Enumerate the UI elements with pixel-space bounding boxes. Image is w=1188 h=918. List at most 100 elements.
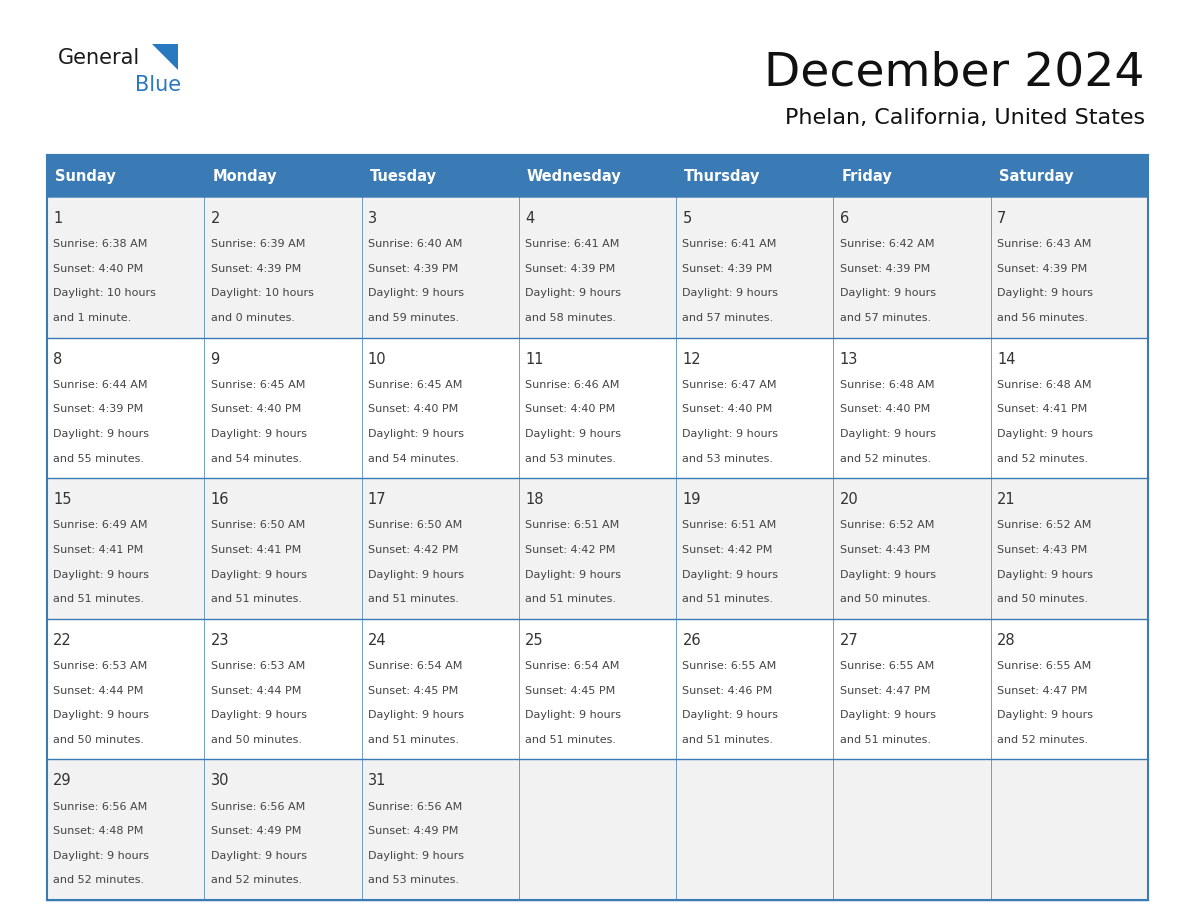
Text: 25: 25 — [525, 633, 544, 648]
Text: Daylight: 9 hours: Daylight: 9 hours — [525, 288, 621, 298]
Bar — [676, 619, 834, 759]
Bar — [361, 155, 519, 197]
Text: Sunrise: 6:45 AM: Sunrise: 6:45 AM — [210, 380, 305, 390]
Text: and 51 minutes.: and 51 minutes. — [368, 734, 459, 744]
Bar — [48, 478, 204, 619]
Text: Sunset: 4:44 PM: Sunset: 4:44 PM — [53, 686, 144, 696]
Bar — [519, 197, 676, 338]
Text: Sunset: 4:39 PM: Sunset: 4:39 PM — [53, 405, 144, 414]
Text: Sunday: Sunday — [55, 169, 115, 184]
Text: General: General — [58, 48, 140, 68]
Text: Sunset: 4:46 PM: Sunset: 4:46 PM — [682, 686, 772, 696]
Text: 7: 7 — [997, 211, 1006, 226]
Text: Sunrise: 6:50 AM: Sunrise: 6:50 AM — [210, 521, 305, 531]
Bar — [48, 197, 204, 338]
Text: and 51 minutes.: and 51 minutes. — [682, 594, 773, 604]
Text: 26: 26 — [682, 633, 701, 648]
Text: Daylight: 9 hours: Daylight: 9 hours — [210, 851, 307, 861]
Text: and 50 minutes.: and 50 minutes. — [840, 594, 930, 604]
Bar — [519, 478, 676, 619]
Text: Sunset: 4:49 PM: Sunset: 4:49 PM — [210, 826, 301, 836]
Text: Sunset: 4:42 PM: Sunset: 4:42 PM — [368, 545, 459, 555]
Text: Sunrise: 6:45 AM: Sunrise: 6:45 AM — [368, 380, 462, 390]
Text: Sunrise: 6:51 AM: Sunrise: 6:51 AM — [682, 521, 777, 531]
Text: Sunrise: 6:56 AM: Sunrise: 6:56 AM — [368, 801, 462, 812]
Text: 29: 29 — [53, 774, 72, 789]
Bar — [676, 155, 834, 197]
Text: 6: 6 — [840, 211, 849, 226]
Bar — [676, 759, 834, 900]
Text: Daylight: 9 hours: Daylight: 9 hours — [840, 429, 936, 439]
Text: Sunset: 4:40 PM: Sunset: 4:40 PM — [210, 405, 301, 414]
Text: and 53 minutes.: and 53 minutes. — [682, 453, 773, 464]
Text: 13: 13 — [840, 352, 858, 366]
Bar — [991, 619, 1148, 759]
Text: and 51 minutes.: and 51 minutes. — [368, 594, 459, 604]
Text: Sunrise: 6:52 AM: Sunrise: 6:52 AM — [840, 521, 934, 531]
Text: and 55 minutes.: and 55 minutes. — [53, 453, 144, 464]
Text: Thursday: Thursday — [684, 169, 760, 184]
Text: and 51 minutes.: and 51 minutes. — [53, 594, 144, 604]
Text: Daylight: 9 hours: Daylight: 9 hours — [997, 569, 1093, 579]
Bar — [991, 759, 1148, 900]
Text: Sunrise: 6:52 AM: Sunrise: 6:52 AM — [997, 521, 1092, 531]
Text: 24: 24 — [368, 633, 386, 648]
Text: and 53 minutes.: and 53 minutes. — [525, 453, 617, 464]
Text: and 52 minutes.: and 52 minutes. — [840, 453, 931, 464]
Text: Sunset: 4:44 PM: Sunset: 4:44 PM — [210, 686, 301, 696]
Text: Sunrise: 6:53 AM: Sunrise: 6:53 AM — [210, 661, 305, 671]
Text: Daylight: 10 hours: Daylight: 10 hours — [53, 288, 156, 298]
Text: Sunset: 4:39 PM: Sunset: 4:39 PM — [368, 263, 459, 274]
Text: 23: 23 — [210, 633, 229, 648]
Text: and 52 minutes.: and 52 minutes. — [210, 876, 302, 885]
Text: Sunrise: 6:53 AM: Sunrise: 6:53 AM — [53, 661, 147, 671]
Text: Sunrise: 6:41 AM: Sunrise: 6:41 AM — [682, 240, 777, 249]
Text: and 52 minutes.: and 52 minutes. — [997, 453, 1088, 464]
Text: 12: 12 — [682, 352, 701, 366]
Text: Sunrise: 6:42 AM: Sunrise: 6:42 AM — [840, 240, 934, 249]
Text: 19: 19 — [682, 492, 701, 508]
Text: Sunrise: 6:41 AM: Sunrise: 6:41 AM — [525, 240, 619, 249]
Bar — [676, 338, 834, 478]
Text: and 50 minutes.: and 50 minutes. — [997, 594, 1088, 604]
Bar — [676, 478, 834, 619]
Text: Sunset: 4:49 PM: Sunset: 4:49 PM — [368, 826, 459, 836]
Text: Sunset: 4:39 PM: Sunset: 4:39 PM — [525, 263, 615, 274]
Text: 30: 30 — [210, 774, 229, 789]
Text: 22: 22 — [53, 633, 72, 648]
Text: and 1 minute.: and 1 minute. — [53, 313, 132, 323]
Bar — [204, 759, 361, 900]
Text: and 53 minutes.: and 53 minutes. — [368, 876, 459, 885]
Text: Daylight: 9 hours: Daylight: 9 hours — [53, 429, 150, 439]
Bar — [834, 197, 991, 338]
Text: Sunset: 4:40 PM: Sunset: 4:40 PM — [368, 405, 459, 414]
Bar — [48, 155, 204, 197]
Text: and 51 minutes.: and 51 minutes. — [525, 594, 617, 604]
Text: Sunrise: 6:48 AM: Sunrise: 6:48 AM — [840, 380, 934, 390]
Text: Sunrise: 6:46 AM: Sunrise: 6:46 AM — [525, 380, 619, 390]
Text: Sunrise: 6:50 AM: Sunrise: 6:50 AM — [368, 521, 462, 531]
Text: Phelan, California, United States: Phelan, California, United States — [785, 108, 1145, 128]
Text: Sunrise: 6:49 AM: Sunrise: 6:49 AM — [53, 521, 147, 531]
Text: Sunrise: 6:55 AM: Sunrise: 6:55 AM — [682, 661, 777, 671]
Text: 18: 18 — [525, 492, 544, 508]
Bar — [48, 619, 204, 759]
Text: Saturday: Saturday — [999, 169, 1073, 184]
Text: 9: 9 — [210, 352, 220, 366]
Text: and 57 minutes.: and 57 minutes. — [840, 313, 931, 323]
Text: 15: 15 — [53, 492, 71, 508]
Text: Daylight: 9 hours: Daylight: 9 hours — [368, 711, 463, 721]
Text: Sunset: 4:39 PM: Sunset: 4:39 PM — [682, 263, 772, 274]
Text: 8: 8 — [53, 352, 63, 366]
Text: Sunset: 4:48 PM: Sunset: 4:48 PM — [53, 826, 144, 836]
Text: Daylight: 9 hours: Daylight: 9 hours — [53, 711, 150, 721]
Text: Sunrise: 6:54 AM: Sunrise: 6:54 AM — [368, 661, 462, 671]
Bar — [519, 155, 676, 197]
Text: Monday: Monday — [213, 169, 277, 184]
Text: Sunset: 4:47 PM: Sunset: 4:47 PM — [997, 686, 1087, 696]
Bar — [204, 619, 361, 759]
Text: Sunrise: 6:55 AM: Sunrise: 6:55 AM — [840, 661, 934, 671]
Text: Sunset: 4:41 PM: Sunset: 4:41 PM — [53, 545, 144, 555]
Text: 3: 3 — [368, 211, 377, 226]
Text: Sunset: 4:45 PM: Sunset: 4:45 PM — [368, 686, 459, 696]
